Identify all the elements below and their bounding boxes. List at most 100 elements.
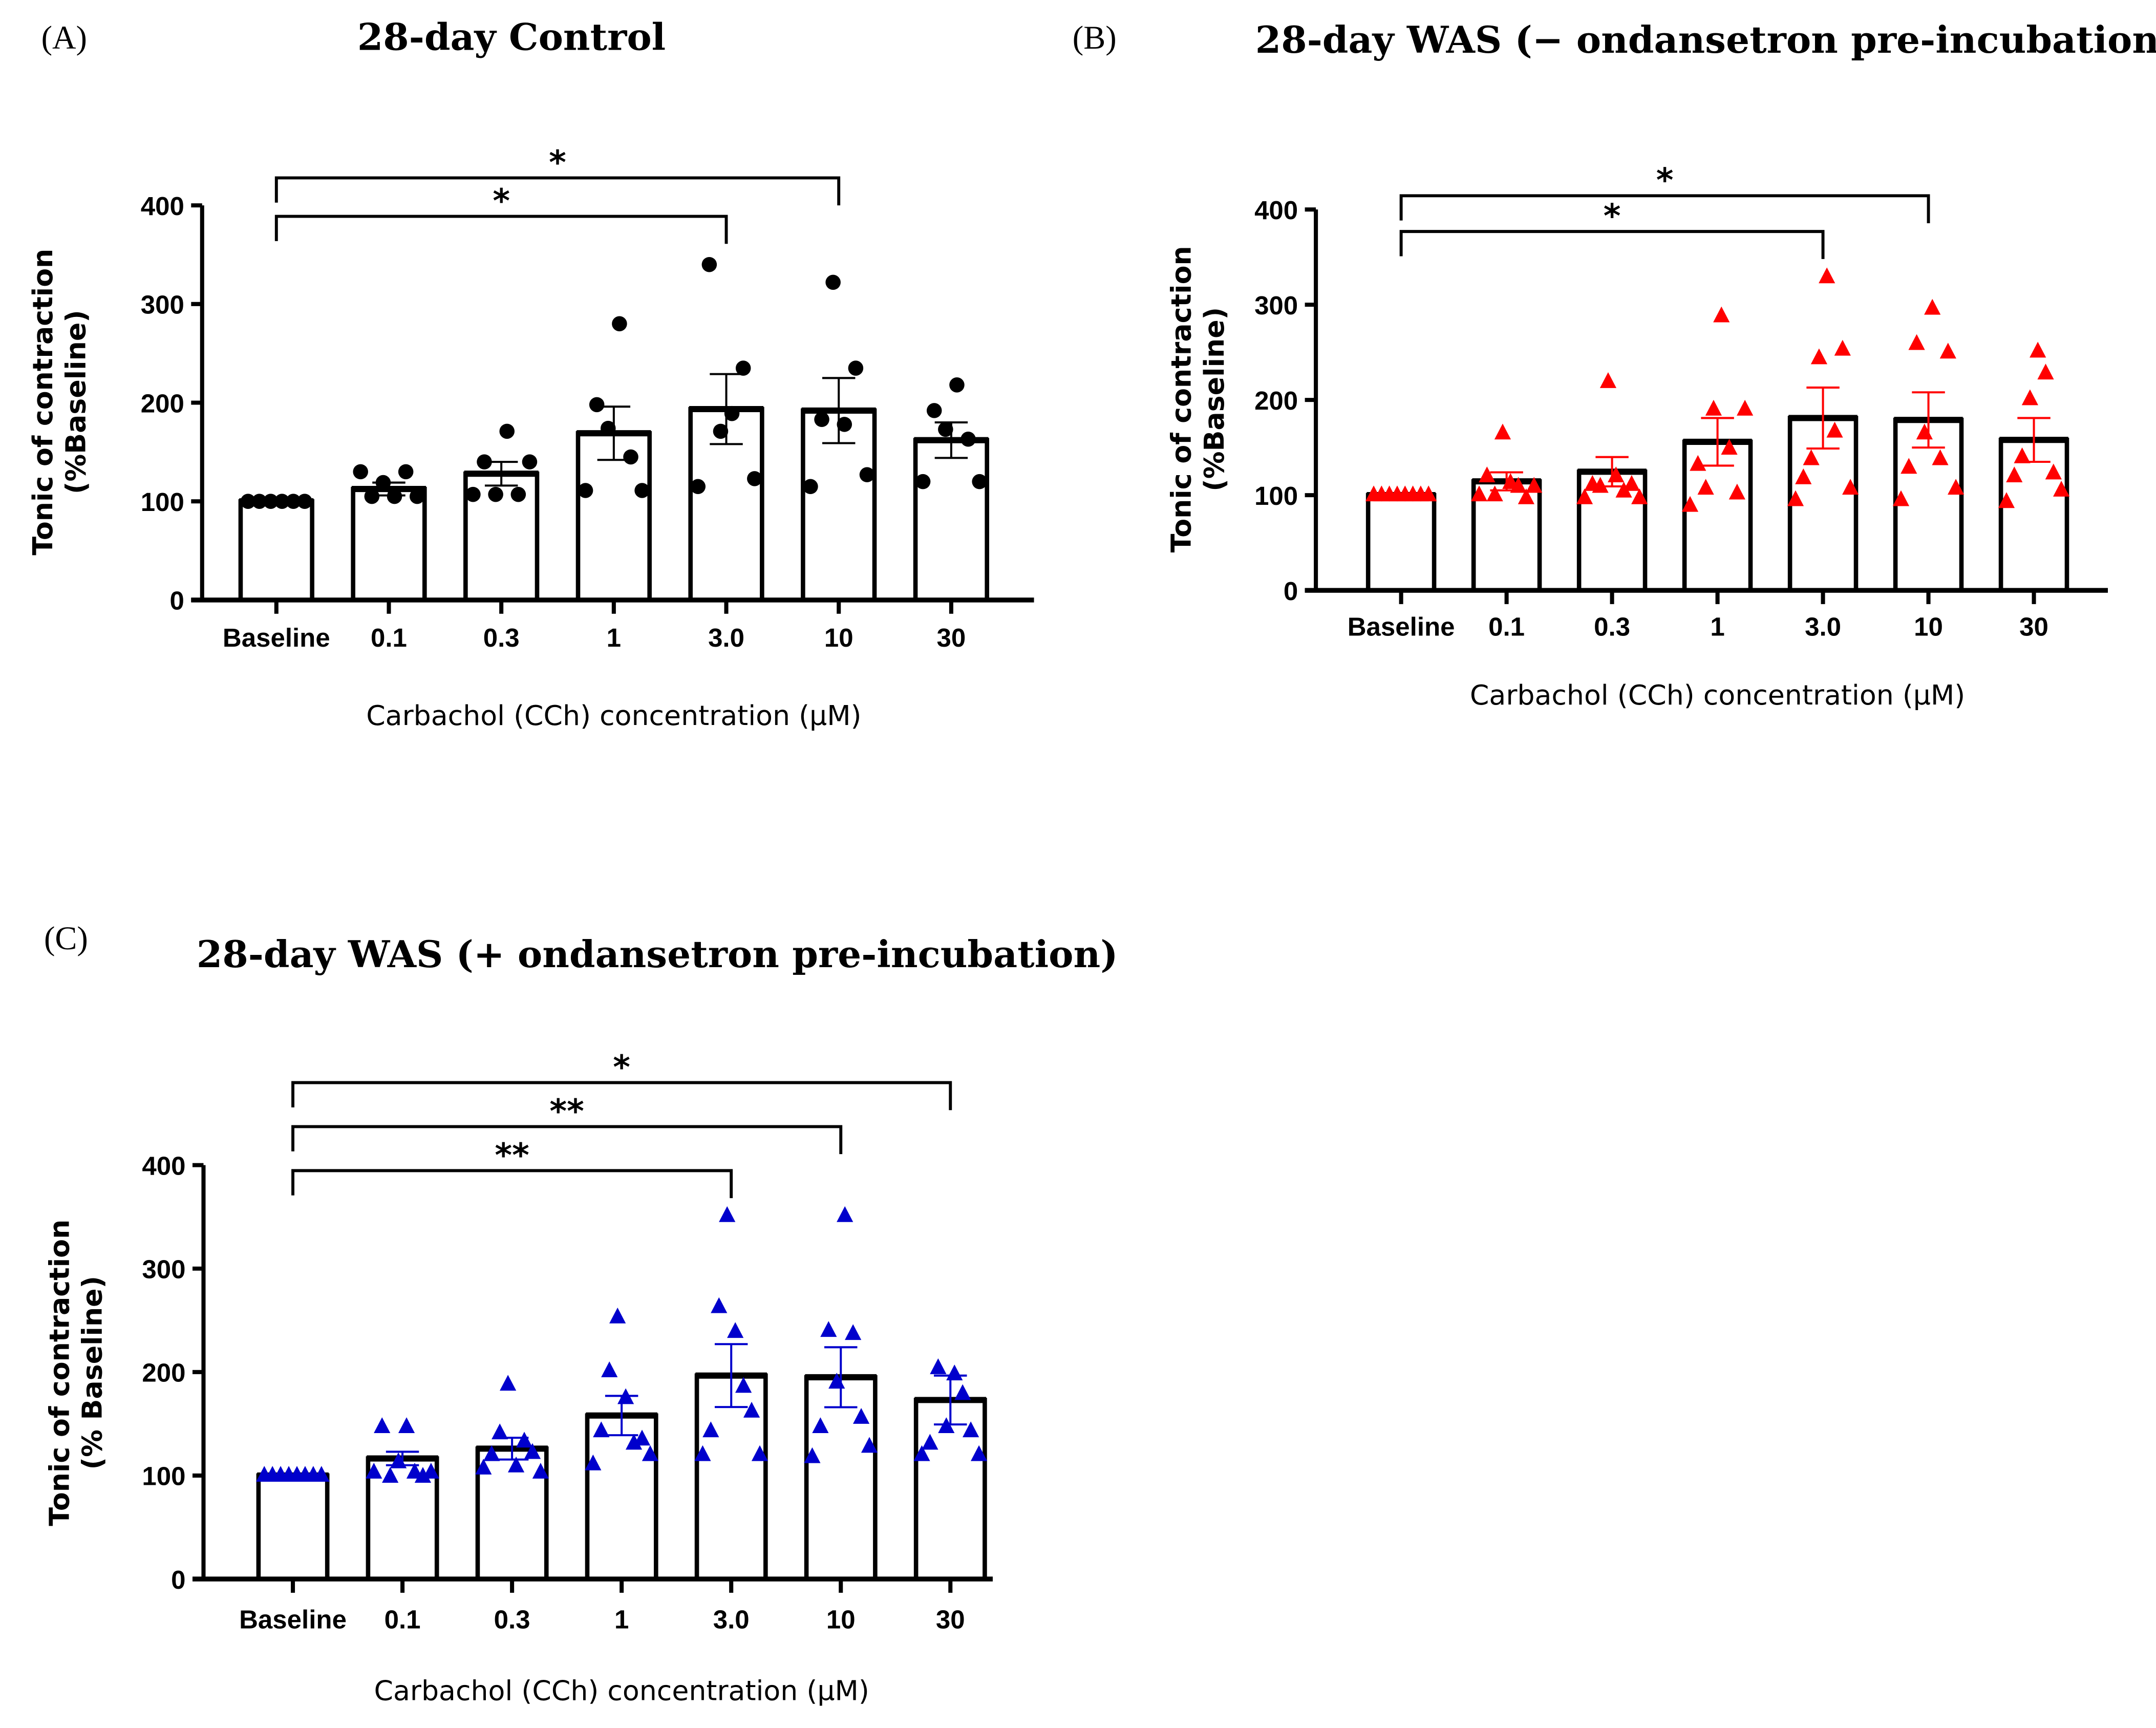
- data-point: [852, 1407, 870, 1424]
- chart-title: 28-day Control: [357, 16, 666, 59]
- significance-label: **: [549, 1092, 584, 1130]
- x-tick-label: 3.0: [1805, 612, 1841, 642]
- significance-bracket: [291, 1169, 733, 1199]
- data-point: [1728, 483, 1745, 500]
- data-point: [812, 1417, 829, 1434]
- data-point: [694, 1445, 711, 1461]
- data-point: [735, 1377, 752, 1393]
- data-point: [1932, 449, 1949, 465]
- data-point: [930, 1358, 947, 1374]
- data-point: [1518, 488, 1534, 504]
- data-point: [719, 1206, 736, 1222]
- y-axis-label-line1: Tonic of contraction: [43, 1220, 75, 1526]
- data-point: [1681, 496, 1699, 512]
- significance-label: *: [613, 1048, 630, 1086]
- y-tick-label: 300: [142, 1255, 185, 1284]
- data-point: [593, 1421, 610, 1438]
- data-point: [963, 1421, 979, 1438]
- y-tick-label: 0: [169, 586, 184, 615]
- data-point: [477, 454, 492, 470]
- bar-30: [913, 438, 990, 603]
- data-point: [751, 1445, 769, 1461]
- y-tick-label: 100: [1254, 481, 1298, 510]
- data-point: [382, 1467, 399, 1483]
- data-point: [690, 479, 706, 495]
- data-point: [1901, 458, 1917, 474]
- data-point: [1998, 492, 2015, 508]
- data-point: [2006, 466, 2023, 482]
- data-point: [601, 420, 616, 436]
- data-point: [702, 1421, 719, 1438]
- data-point: [1924, 298, 1941, 315]
- data-point: [1787, 490, 1804, 506]
- data-point: [1892, 490, 1910, 506]
- data-point: [406, 1463, 423, 1479]
- data-point: [1631, 488, 1648, 504]
- data-point: [532, 1463, 549, 1479]
- data-point: [837, 1206, 853, 1222]
- data-point: [642, 1445, 659, 1461]
- data-point: [803, 479, 818, 495]
- y-axis-label: Tonic of contraction(%Baseline): [27, 249, 92, 556]
- x-tick-label: 30: [937, 623, 966, 652]
- x-tick-label: 0.3: [1594, 612, 1630, 642]
- data-point: [297, 494, 312, 509]
- data-point: [972, 474, 987, 489]
- data-point: [507, 1456, 525, 1473]
- data-point: [633, 1430, 651, 1446]
- data-point: [286, 494, 301, 509]
- significance-bracket: [274, 176, 841, 206]
- bar-Baseline: [1365, 493, 1437, 593]
- data-point: [1795, 468, 1812, 484]
- data-point: [926, 403, 942, 418]
- bar-30: [1998, 437, 2069, 593]
- data-point: [960, 432, 976, 447]
- data-point: [1834, 339, 1851, 356]
- data-point: [274, 494, 290, 509]
- x-tick-label: Baseline: [223, 623, 330, 652]
- x-axis-label: Carbachol (CCh) concentration (µM): [374, 1674, 869, 1706]
- x-tick-label: 10: [1914, 612, 1943, 642]
- x-tick-label: 0.3: [483, 623, 520, 652]
- data-point: [240, 494, 256, 509]
- data-point: [727, 1322, 744, 1338]
- significance-label: *: [1604, 197, 1621, 236]
- data-point: [814, 412, 829, 428]
- data-point: [1908, 334, 1925, 350]
- data-point: [970, 1445, 988, 1461]
- significance-label: *: [493, 182, 510, 221]
- data-point: [713, 423, 729, 439]
- x-tick-label: 1: [607, 623, 621, 652]
- data-point: [1486, 485, 1503, 502]
- y-axis-label-line2: (%Baseline): [1198, 307, 1230, 492]
- data-point: [465, 486, 481, 502]
- y-tick-label: 300: [141, 290, 184, 319]
- data-point: [861, 1437, 878, 1453]
- x-axis-label: Carbachol (CCh) concentration (µM): [1470, 679, 1965, 711]
- data-point: [913, 1445, 930, 1461]
- data-point: [1690, 455, 1706, 471]
- data-point: [2030, 342, 2046, 358]
- x-axis-label: Carbachol (CCh) concentration (µM): [366, 699, 861, 732]
- significance-bracket: [291, 1125, 843, 1155]
- chart-title: 28-day WAS (+ ondansetron pre-incubation…: [197, 933, 1118, 976]
- data-point: [1721, 439, 1738, 455]
- x-tick-label: 1: [614, 1605, 629, 1634]
- y-axis-label-line1: Tonic of contraction: [1165, 246, 1198, 552]
- y-tick-label: 300: [1254, 291, 1298, 320]
- data-point: [409, 488, 425, 504]
- data-point: [522, 454, 538, 470]
- x-tick-label: Baseline: [239, 1605, 347, 1634]
- data-point: [1494, 423, 1511, 440]
- panel-label: (B): [1073, 19, 1117, 56]
- x-tick-label: 0.1: [1488, 612, 1525, 642]
- data-point: [251, 494, 267, 509]
- panel-a: (A) 28-day Control Tonic of contraction(%B…: [27, 16, 1034, 732]
- data-point: [1576, 488, 1593, 504]
- data-point: [2021, 389, 2038, 406]
- x-tick-label: 0.1: [385, 1605, 421, 1634]
- data-point: [488, 486, 503, 502]
- y-axis-label-line2: (% Baseline): [76, 1276, 109, 1470]
- data-point: [743, 1401, 760, 1418]
- y-tick-label: 0: [171, 1565, 185, 1594]
